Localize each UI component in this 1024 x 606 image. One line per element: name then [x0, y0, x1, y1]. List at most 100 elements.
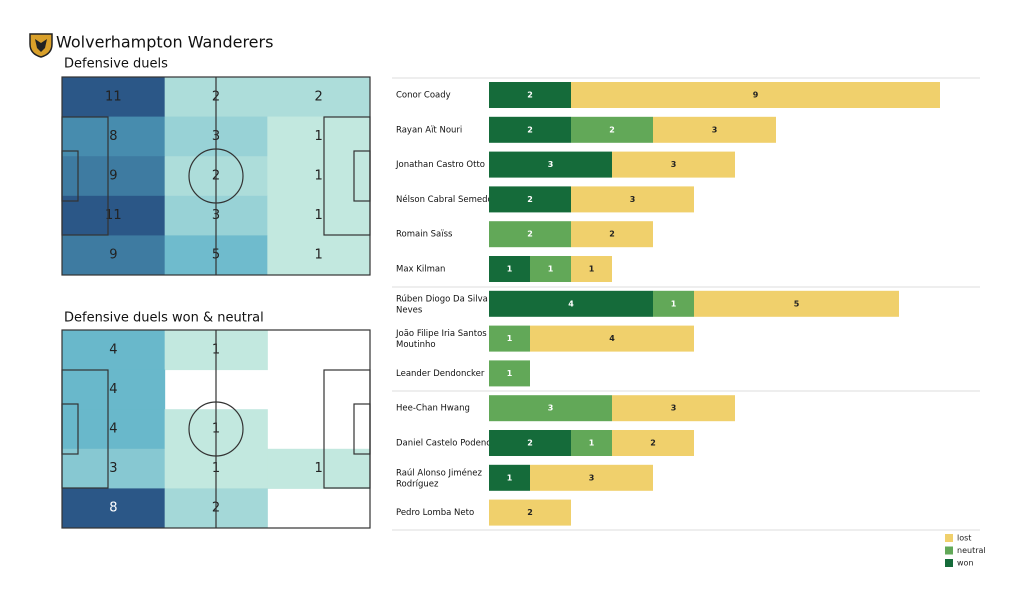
- value-label: 3: [630, 195, 636, 204]
- pitch-lines: [61, 76, 371, 276]
- value-label: 4: [609, 334, 615, 343]
- value-label: 2: [527, 125, 533, 134]
- player-label: Rúben Diogo Da Silva Neves: [396, 294, 488, 315]
- bar-segment: [571, 430, 612, 456]
- cell-label: 1: [315, 208, 323, 223]
- legend-label: won: [957, 559, 974, 568]
- cell-label: 3: [109, 461, 117, 476]
- value-label: 3: [671, 160, 677, 169]
- bar-segment: [530, 464, 653, 491]
- cell-label: 1: [315, 129, 323, 144]
- bar-segment: [612, 430, 694, 456]
- bar-segment: [489, 395, 612, 422]
- value-label: 2: [650, 439, 656, 448]
- bar-segment: [694, 290, 899, 317]
- goal-box: [353, 403, 371, 455]
- player-label: Pedro Lomba Neto: [396, 508, 474, 518]
- value-label: 1: [548, 265, 554, 274]
- player-label: Nélson Cabral Semedo: [396, 194, 493, 205]
- cell-label: 2: [315, 89, 323, 104]
- player-label: Daniel Castelo Podence: [396, 439, 496, 449]
- value-label: 2: [527, 230, 533, 239]
- value-label: 1: [507, 369, 513, 378]
- value-label: 2: [527, 508, 533, 517]
- cell-label: 4: [109, 422, 117, 437]
- heatmap-cell: [62, 448, 166, 489]
- heatmap-title: Defensive duels won & neutral: [64, 311, 264, 326]
- bar-segment: [571, 221, 653, 248]
- bar-segment: [489, 464, 530, 491]
- bar-segment: [530, 256, 571, 282]
- bar-segment: [653, 290, 694, 317]
- heatmap-cell: [267, 156, 371, 197]
- bar-segment: [489, 430, 571, 456]
- value-label: 2: [527, 439, 533, 448]
- value-label: 3: [671, 404, 677, 413]
- player-label: Max Kilman: [396, 265, 445, 275]
- value-label: 2: [609, 230, 615, 239]
- value-label: 1: [507, 265, 513, 274]
- cell-label: 4: [109, 382, 117, 397]
- cell-label: 1: [315, 461, 323, 476]
- bar-segment: [489, 360, 530, 387]
- legend-swatch: [945, 534, 953, 542]
- heatmap-cell: [267, 235, 371, 276]
- legend-label: lost: [957, 534, 971, 543]
- player-label: Jonathan Castro Otto: [395, 160, 485, 170]
- goal-box: [61, 150, 79, 202]
- label-line: Rúben Diogo Da Silva: [396, 294, 488, 304]
- bar-segment: [489, 116, 571, 143]
- heatmap-cell: [62, 156, 166, 197]
- value-label: 2: [527, 91, 533, 100]
- player-label: Rayan Aït Nouri: [396, 125, 462, 135]
- bar-segment: [653, 116, 776, 143]
- page-title: Wolverhampton Wanderers: [56, 33, 273, 52]
- player-label: João Filipe Iria Santos Moutinho: [395, 329, 487, 350]
- player-label: Leander Dendoncker: [396, 369, 485, 379]
- goal-box: [353, 150, 371, 202]
- legend-swatch: [945, 546, 953, 555]
- heatmap-cell: [62, 488, 166, 529]
- bar-segment: [612, 151, 735, 178]
- label-line: Moutinho: [396, 340, 436, 350]
- heatmap-cell: [62, 77, 166, 118]
- heatmap-title: Defensive duels: [64, 57, 168, 72]
- bar-segment: [612, 395, 735, 422]
- value-label: 1: [589, 265, 595, 274]
- value-label: 1: [671, 299, 677, 308]
- heatmap-cell: [62, 409, 166, 450]
- heatmap-cell: [267, 448, 371, 489]
- bar-segment: [489, 256, 530, 282]
- label-line: Raúl Alonso Jiménez: [396, 467, 482, 478]
- value-label: 2: [609, 125, 615, 134]
- bar-segment: [489, 290, 653, 317]
- club-badge: [29, 33, 53, 58]
- player-label: Hee-Chan Hwang: [396, 404, 470, 414]
- heatmap-cell: [62, 330, 166, 371]
- bar-segment: [571, 82, 940, 108]
- value-label: 5: [794, 299, 800, 308]
- label-line: Neves: [396, 305, 423, 315]
- cell-label: 11: [105, 208, 122, 223]
- cell-label: 1: [315, 248, 323, 263]
- value-label: 1: [589, 439, 595, 448]
- value-label: 3: [589, 473, 595, 482]
- cell-label: 9: [109, 248, 117, 263]
- bar-segment: [489, 221, 571, 248]
- bar-segment: [489, 499, 571, 526]
- cell-label: 4: [109, 342, 117, 357]
- heatmap-cell: [62, 195, 166, 236]
- heatmap-cell: [267, 77, 371, 118]
- legend-swatch: [945, 559, 953, 567]
- bar-segment: [571, 256, 612, 282]
- heatmap-cell: [62, 369, 166, 410]
- bar-segment: [571, 116, 653, 143]
- value-label: 3: [548, 160, 554, 169]
- value-label: 4: [568, 299, 574, 308]
- heatmap-cell: [62, 116, 166, 157]
- bar-segment: [489, 151, 612, 178]
- heatmap-cell: [267, 116, 371, 157]
- value-label: 3: [548, 404, 554, 413]
- bar-segment: [489, 186, 571, 213]
